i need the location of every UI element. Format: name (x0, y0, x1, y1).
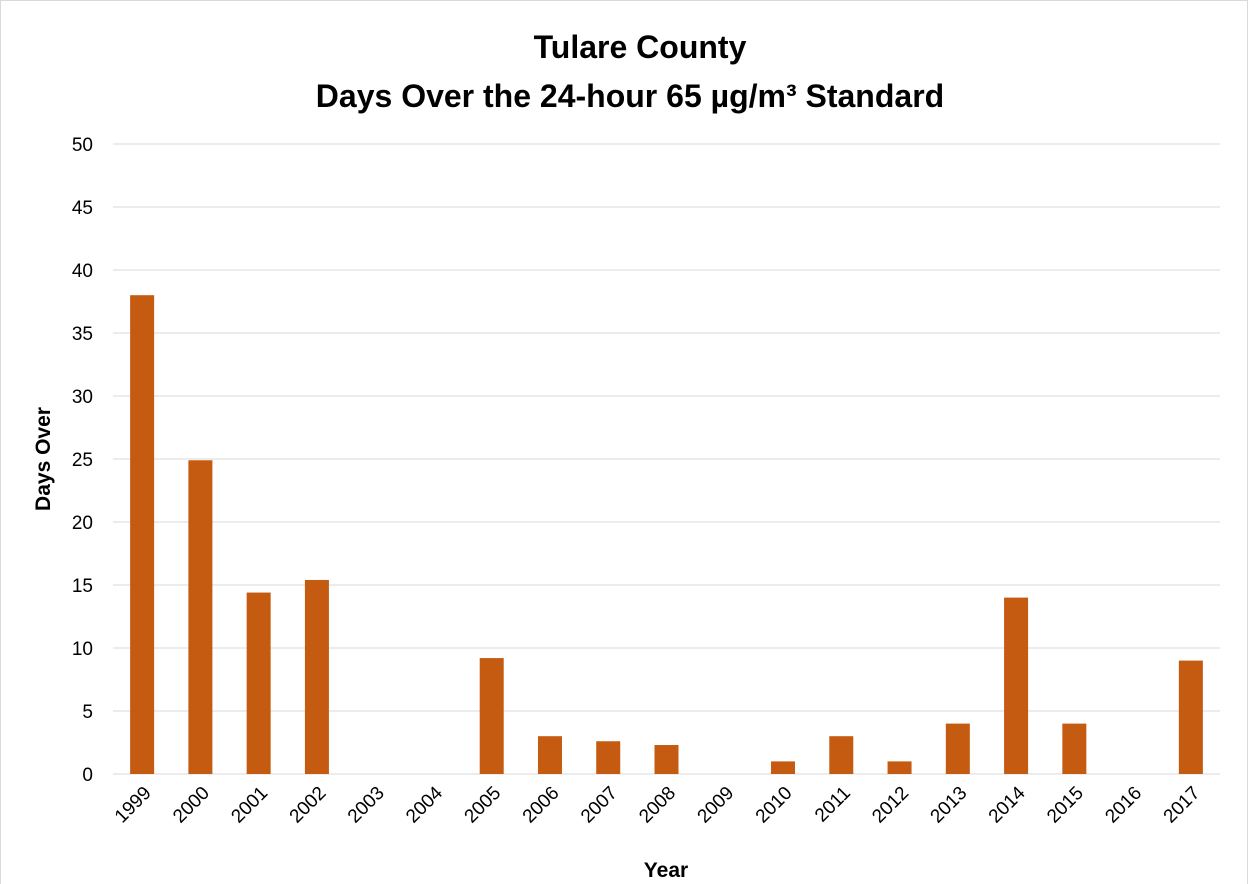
bar (654, 745, 679, 774)
bar (596, 741, 621, 774)
bar (887, 761, 912, 774)
y-axis-label: Days Over (32, 407, 55, 511)
bar (1178, 660, 1203, 774)
chart-title: Tulare County (534, 29, 747, 65)
bar (771, 761, 796, 774)
bar (1004, 597, 1029, 774)
y-tick-label: 35 (72, 324, 93, 345)
bar (246, 592, 271, 774)
bar (188, 460, 213, 774)
y-tick-label: 45 (72, 198, 93, 219)
bar (945, 723, 970, 774)
y-tick-label: 50 (72, 135, 93, 156)
y-tick-label: 20 (72, 513, 93, 534)
x-axis-label: Year (644, 859, 688, 882)
y-tick-label: 30 (72, 387, 93, 408)
y-tick-label: 25 (72, 450, 93, 471)
bar (537, 736, 562, 774)
bar (130, 295, 155, 774)
bar (829, 736, 854, 774)
y-tick-label: 15 (72, 576, 93, 597)
y-tick-label: 5 (82, 702, 93, 723)
bar (1062, 723, 1087, 774)
y-tick-label: 40 (72, 261, 93, 282)
bar (304, 579, 329, 774)
chart-title: Days Over the 24-hour 65 µg/m³ Standard (316, 78, 944, 114)
y-tick-label: 10 (72, 639, 93, 660)
y-tick-label: 0 (82, 765, 93, 786)
bar (479, 658, 504, 774)
